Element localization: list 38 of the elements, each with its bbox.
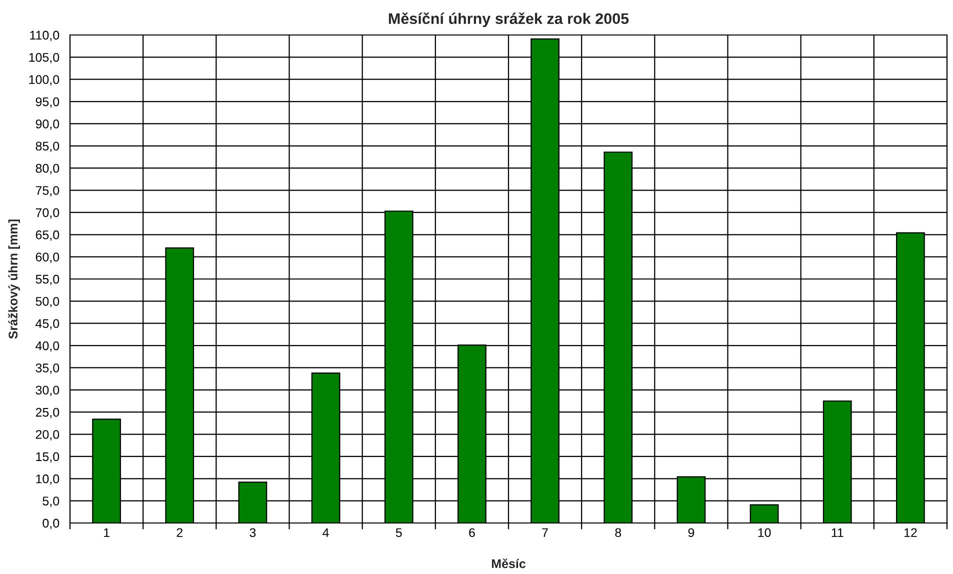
y-tick-label: 90,0 [36, 120, 60, 130]
y-tick-label: 110,0 [30, 30, 60, 42]
y-tick-label: 100,0 [29, 75, 60, 86]
x-tick-label: 2 [176, 528, 182, 537]
x-tick-label: 7 [542, 528, 548, 537]
y-tick-label: 20,0 [36, 430, 60, 440]
y-tick-label: 50,0 [36, 296, 60, 308]
x-tick-label: 3 [250, 528, 256, 538]
x-tick-label: 11 [832, 528, 844, 537]
x-tick-label: 8 [615, 528, 622, 538]
x-tick-label: 10 [758, 528, 771, 538]
y-tick-label: 25,0 [36, 408, 60, 418]
y-tick-label: 0,0 [42, 518, 60, 530]
y-tick-label: 75,0 [36, 186, 60, 196]
y-tick-label: 10,0 [36, 474, 60, 485]
y-tick-label: 30,0 [36, 386, 60, 396]
chart-title: Měsíční úhrny srážek za rok 2005 [388, 12, 629, 28]
y-tick-label: 95,0 [36, 97, 60, 108]
x-tick-label: 12 [904, 528, 917, 537]
x-tick-label: 1 [104, 528, 110, 537]
y-tick-label: 15,0 [36, 452, 60, 463]
x-tick-label: 9 [688, 528, 694, 538]
y-tick-label: 70,0 [36, 208, 60, 219]
y-tick-label: 5,0 [42, 496, 60, 507]
y-tick-label: 80,0 [36, 164, 60, 174]
y-tick-label: 85,0 [36, 142, 60, 152]
y-tick-label: 60,0 [36, 252, 60, 263]
x-tick-label: 5 [396, 528, 402, 538]
y-tick-label: 40,0 [36, 341, 60, 352]
y-tick-label: 45,0 [36, 319, 60, 330]
y-axis-title: Srážkový úhrn [mm] [8, 220, 20, 339]
y-tick-label: 55,0 [36, 274, 60, 286]
y-tick-label: 105,0 [29, 52, 60, 64]
x-axis-title: Měsíc [492, 558, 526, 568]
x-tick-label: 6 [469, 528, 475, 538]
x-tick-label: 4 [322, 528, 329, 537]
y-tick-label: 35,0 [36, 364, 60, 374]
y-tick-label: 65,0 [36, 230, 60, 241]
